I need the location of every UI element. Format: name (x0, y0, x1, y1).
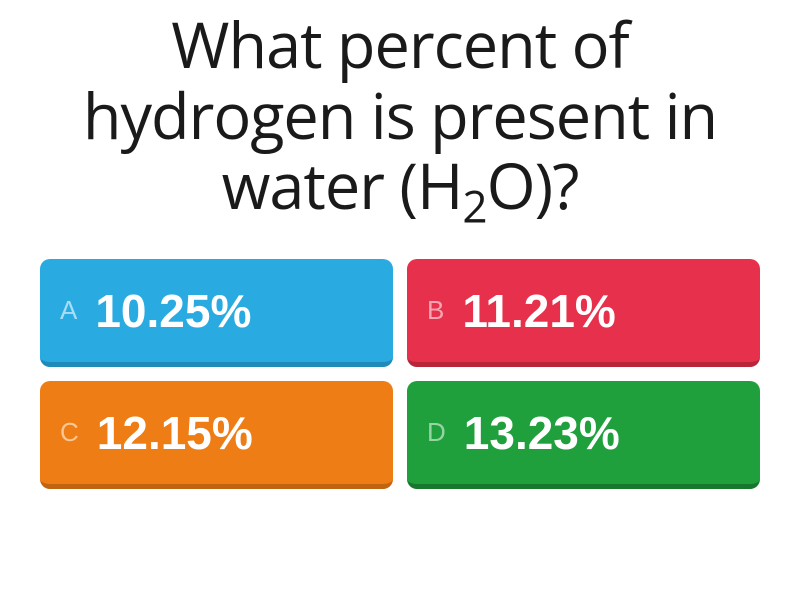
answer-letter: B (427, 295, 444, 326)
answer-letter: D (427, 417, 446, 448)
question-part-after: O)? (487, 143, 579, 228)
question-subscript: 2 (462, 176, 486, 236)
answer-option-b[interactable]: B 11.21% (407, 259, 760, 367)
answer-option-c[interactable]: C 12.15% (40, 381, 393, 489)
answer-text: 11.21% (462, 284, 615, 338)
answer-text: 12.15% (97, 406, 253, 460)
answer-text: 13.23% (464, 406, 620, 460)
answer-letter: A (60, 295, 77, 326)
answers-grid: A 10.25% B 11.21% C 12.15% D 13.23% (40, 259, 760, 489)
answer-option-a[interactable]: A 10.25% (40, 259, 393, 367)
question-part-before: What percent of hydrogen is present in w… (83, 2, 717, 228)
answer-letter: C (60, 417, 79, 448)
answer-text: 10.25% (95, 284, 251, 338)
question-text: What percent of hydrogen is present in w… (40, 10, 760, 231)
answer-option-d[interactable]: D 13.23% (407, 381, 760, 489)
